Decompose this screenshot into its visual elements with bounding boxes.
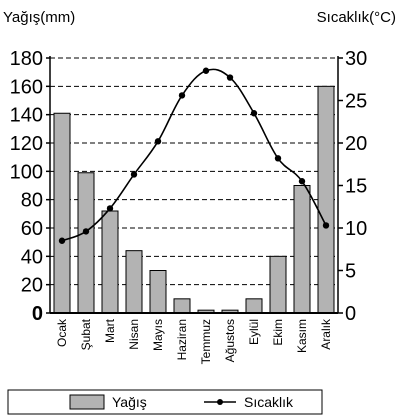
temperature-point-Nisan [130, 171, 138, 178]
temperature-point-Kasım [298, 178, 306, 185]
bars [53, 85, 335, 314]
x-tick-label: Ekim [271, 319, 285, 346]
bar-Ocak [53, 112, 71, 314]
right-tick-label: 0 [345, 303, 356, 325]
legend-label-line: Sıcaklık [244, 394, 294, 410]
left-tick-label: 0 [32, 303, 43, 325]
temperature-point-Şubat [82, 228, 90, 235]
x-tick-label: Ocak [55, 318, 69, 347]
right-tick-label: 20 [345, 133, 367, 155]
legend: Yağış Sıcaklık [7, 389, 323, 415]
left-tick-label: 40 [21, 246, 43, 268]
left-tick-label: 120 [10, 133, 43, 155]
legend-swatch-bar [69, 394, 105, 410]
right-tick-label: 25 [345, 91, 367, 113]
x-tick-label: Aralık [319, 318, 333, 350]
bar-Şubat [77, 172, 95, 314]
temperature-point-Mayıs [154, 138, 162, 145]
left-tick-label: 80 [21, 190, 43, 212]
bar-Aralık [317, 85, 335, 314]
x-tick-label: Ağustos [223, 319, 237, 362]
legend-swatch-marker [217, 399, 223, 405]
left-tick-label: 20 [21, 275, 43, 297]
temperature-point-Aralık [322, 222, 330, 229]
bar-Nisan [125, 250, 143, 314]
temperature-line [61, 68, 327, 242]
left-tick-label: 180 [10, 48, 43, 70]
right-tick-label: 30 [345, 48, 367, 70]
bar-Haziran [173, 298, 191, 314]
left-tick-label: 100 [10, 161, 43, 183]
y-ticks-right: 0 5 10 15 20 25 30 [338, 48, 367, 325]
temperature-point-Temmuz [202, 67, 210, 74]
left-axis-title: Yağış(mm) [3, 9, 75, 26]
temperature-point-Ağustos [226, 74, 234, 81]
y-ticks-left: 0 20 40 60 80 100 120 140 160 180 [10, 48, 50, 325]
bar-Kasım [293, 185, 311, 314]
x-tick-label: Eylül [247, 319, 261, 345]
right-tick-label: 10 [345, 218, 367, 240]
x-tick-label: Haziran [175, 319, 189, 360]
x-tick-label: Kasım [295, 319, 309, 353]
x-tick-label: Mayıs [151, 319, 165, 351]
x-tick-label: Temmuz [199, 319, 213, 364]
left-tick-label: 140 [10, 105, 43, 127]
bar-Eylül [245, 298, 263, 314]
right-axis-title: Sıcaklık(°C) [317, 9, 396, 26]
grid-lines [50, 57, 338, 286]
x-tick-label: Nisan [127, 319, 141, 350]
right-tick-label: 5 [345, 261, 356, 283]
bar-Ekim [269, 255, 287, 314]
legend-label-bar: Yağış [112, 394, 147, 410]
x-tick-label: Şubat [79, 318, 93, 350]
bar-Mayıs [149, 270, 167, 314]
left-tick-label: 60 [21, 218, 43, 240]
legend-box [7, 389, 323, 415]
temperature-point-Eylül [250, 110, 258, 117]
temperature-line-series [58, 67, 330, 244]
temperature-point-Mart [106, 205, 114, 212]
temperature-point-Ocak [58, 237, 66, 244]
x-tick-label: Mart [103, 318, 117, 343]
temperature-point-Haziran [178, 92, 186, 99]
left-tick-label: 160 [10, 76, 43, 98]
bar-Mart [101, 210, 119, 314]
temperature-point-Ekim [274, 155, 282, 162]
right-tick-label: 15 [345, 176, 367, 198]
x-tick-labels: Ocak Şubat Mart Nisan Mayıs Haziran Temmuz Ağus… [55, 318, 333, 364]
